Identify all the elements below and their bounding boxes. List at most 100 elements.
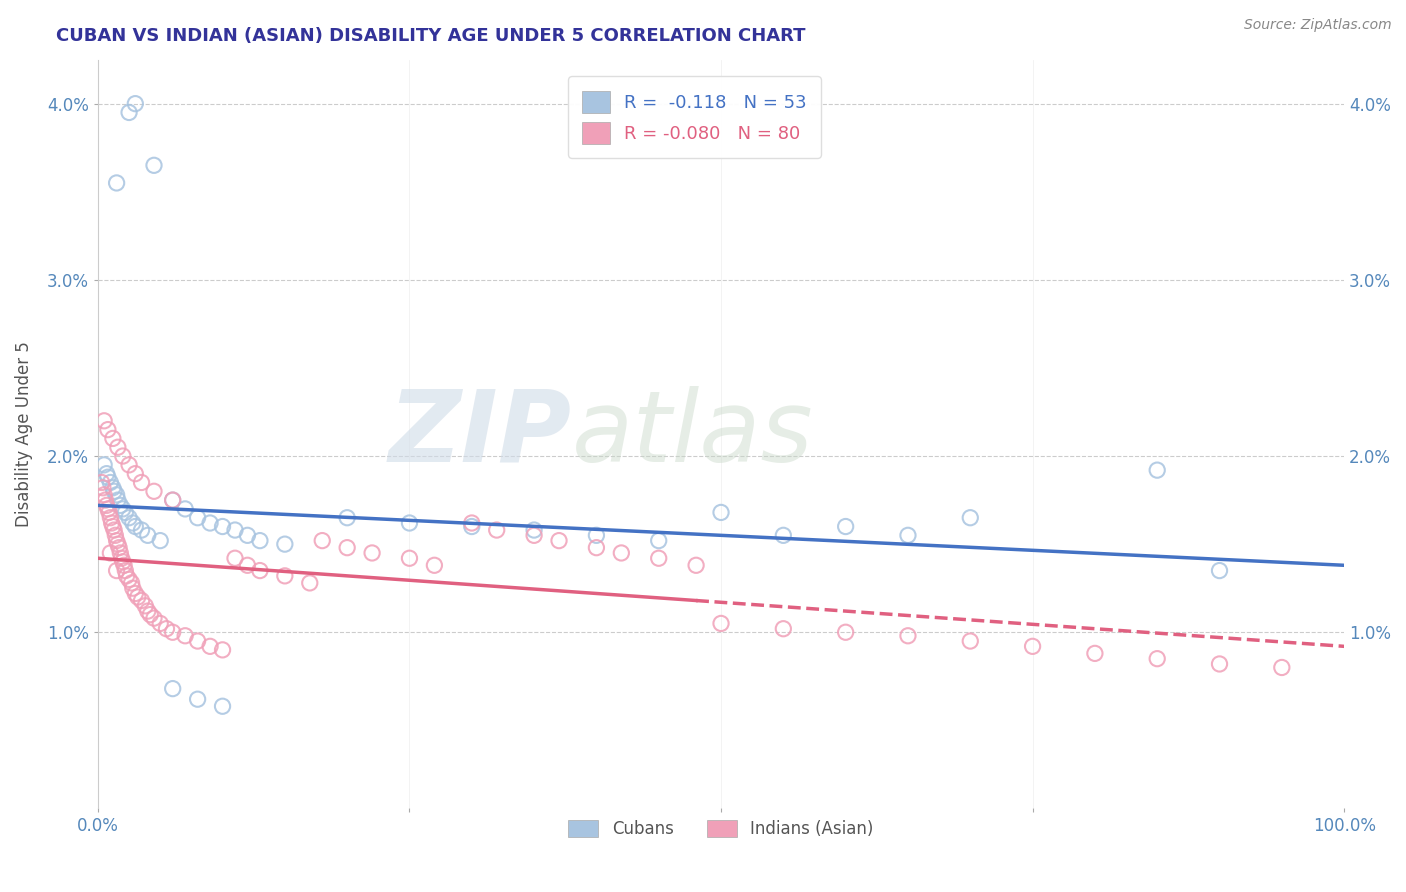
Point bbox=[118, 510, 141, 524]
Point bbox=[461, 519, 484, 533]
Point bbox=[110, 499, 132, 513]
Point bbox=[1208, 564, 1230, 578]
Point bbox=[187, 510, 209, 524]
Point bbox=[274, 569, 297, 583]
Point bbox=[103, 523, 125, 537]
Point bbox=[1021, 640, 1043, 654]
Point bbox=[1084, 646, 1107, 660]
Point bbox=[136, 528, 159, 542]
Point bbox=[249, 564, 271, 578]
Point bbox=[143, 158, 166, 172]
Point bbox=[174, 502, 197, 516]
Point bbox=[121, 575, 143, 590]
Point bbox=[97, 502, 120, 516]
Point bbox=[648, 533, 671, 548]
Point bbox=[114, 564, 136, 578]
Point bbox=[162, 493, 184, 508]
Point bbox=[198, 516, 221, 530]
Point bbox=[90, 475, 112, 490]
Point bbox=[772, 622, 794, 636]
Point bbox=[648, 551, 671, 566]
Point bbox=[162, 625, 184, 640]
Point bbox=[336, 510, 359, 524]
Point bbox=[114, 505, 136, 519]
Point bbox=[311, 533, 333, 548]
Point bbox=[94, 493, 117, 508]
Point bbox=[131, 523, 153, 537]
Point bbox=[107, 537, 129, 551]
Text: CUBAN VS INDIAN (ASIAN) DISABILITY AGE UNDER 5 CORRELATION CHART: CUBAN VS INDIAN (ASIAN) DISABILITY AGE U… bbox=[56, 27, 806, 45]
Point bbox=[162, 493, 184, 508]
Point bbox=[523, 528, 546, 542]
Point bbox=[1208, 657, 1230, 671]
Point bbox=[131, 475, 153, 490]
Point bbox=[897, 629, 920, 643]
Text: atlas: atlas bbox=[571, 385, 813, 483]
Point bbox=[685, 558, 707, 573]
Point bbox=[398, 551, 420, 566]
Point bbox=[187, 634, 209, 648]
Point bbox=[249, 533, 271, 548]
Point bbox=[118, 573, 141, 587]
Point bbox=[585, 528, 607, 542]
Point bbox=[139, 607, 162, 622]
Point bbox=[115, 569, 138, 583]
Point bbox=[211, 699, 233, 714]
Point bbox=[111, 502, 134, 516]
Point bbox=[834, 519, 856, 533]
Legend: Cubans, Indians (Asian): Cubans, Indians (Asian) bbox=[562, 814, 880, 845]
Point bbox=[124, 519, 146, 533]
Point bbox=[110, 546, 132, 560]
Point bbox=[118, 105, 141, 120]
Point bbox=[834, 625, 856, 640]
Point bbox=[187, 692, 209, 706]
Point bbox=[100, 475, 122, 490]
Point bbox=[105, 533, 128, 548]
Point bbox=[162, 681, 184, 696]
Point bbox=[298, 575, 321, 590]
Point bbox=[103, 484, 125, 499]
Point bbox=[105, 564, 128, 578]
Point bbox=[100, 516, 122, 530]
Point bbox=[104, 528, 127, 542]
Point bbox=[143, 484, 166, 499]
Point bbox=[274, 537, 297, 551]
Point bbox=[485, 523, 508, 537]
Point bbox=[97, 423, 120, 437]
Point bbox=[523, 523, 546, 537]
Point bbox=[101, 432, 124, 446]
Point bbox=[236, 558, 259, 573]
Point bbox=[124, 96, 146, 111]
Point bbox=[97, 470, 120, 484]
Point bbox=[155, 622, 177, 636]
Point bbox=[111, 555, 134, 569]
Point bbox=[610, 546, 633, 560]
Point bbox=[959, 634, 981, 648]
Point bbox=[211, 519, 233, 533]
Point bbox=[149, 616, 172, 631]
Point bbox=[121, 516, 143, 530]
Point bbox=[124, 467, 146, 481]
Point bbox=[224, 551, 246, 566]
Point bbox=[772, 528, 794, 542]
Point bbox=[107, 440, 129, 454]
Point bbox=[101, 519, 124, 533]
Point bbox=[93, 414, 115, 428]
Point bbox=[118, 458, 141, 472]
Point bbox=[224, 523, 246, 537]
Point bbox=[236, 528, 259, 542]
Point bbox=[105, 488, 128, 502]
Point bbox=[211, 643, 233, 657]
Point bbox=[143, 611, 166, 625]
Point bbox=[131, 593, 153, 607]
Point bbox=[96, 499, 118, 513]
Point bbox=[1271, 660, 1294, 674]
Point bbox=[100, 546, 122, 560]
Point bbox=[1146, 463, 1168, 477]
Point bbox=[710, 616, 733, 631]
Point bbox=[174, 629, 197, 643]
Point bbox=[710, 505, 733, 519]
Y-axis label: Disability Age Under 5: Disability Age Under 5 bbox=[15, 341, 32, 527]
Point bbox=[134, 599, 156, 613]
Point bbox=[124, 586, 146, 600]
